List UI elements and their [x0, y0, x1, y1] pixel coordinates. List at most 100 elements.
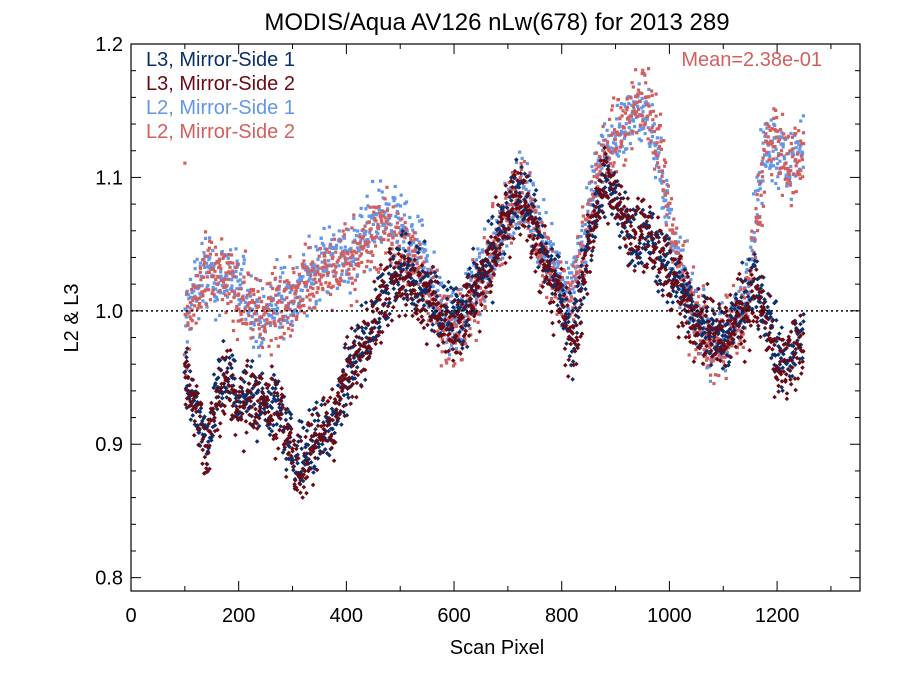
point: [450, 325, 455, 331]
point: [323, 261, 327, 265]
point: [367, 351, 373, 356]
point: [460, 325, 465, 331]
point: [490, 300, 495, 305]
point: [508, 186, 513, 190]
point: [569, 276, 574, 280]
point: [458, 351, 463, 356]
point: [195, 257, 199, 261]
point: [248, 395, 253, 400]
point: [245, 322, 249, 326]
point: [202, 414, 207, 419]
point: [612, 96, 616, 100]
point: [297, 281, 302, 285]
point: [344, 262, 348, 266]
point: [193, 267, 197, 271]
point: [474, 262, 479, 267]
point: [471, 293, 477, 298]
point: [301, 275, 305, 279]
point: [787, 363, 793, 369]
point: [311, 267, 316, 271]
point: [635, 131, 639, 135]
point: [224, 395, 230, 400]
point: [617, 233, 623, 239]
point: [278, 411, 284, 417]
point: [693, 356, 697, 360]
point: [425, 273, 431, 279]
point: [511, 203, 515, 207]
point: [270, 399, 275, 405]
point: [586, 209, 590, 213]
point: [650, 103, 654, 107]
point: [677, 264, 681, 268]
point: [698, 343, 704, 349]
point: [274, 391, 280, 396]
point: [586, 202, 590, 206]
point: [359, 354, 365, 359]
point: [722, 337, 728, 343]
point: [379, 238, 383, 242]
point: [622, 189, 628, 195]
point: [296, 311, 300, 315]
point: [367, 214, 371, 218]
point: [279, 386, 285, 391]
point: [383, 287, 389, 293]
point: [239, 389, 245, 395]
point: [580, 240, 584, 244]
point: [366, 244, 370, 249]
point: [224, 369, 230, 375]
point: [284, 467, 289, 473]
point: [237, 404, 243, 410]
point: [604, 155, 609, 161]
point: [528, 196, 532, 200]
point: [441, 296, 445, 300]
point: [228, 277, 232, 282]
point: [601, 124, 605, 129]
point: [619, 142, 623, 146]
point: [250, 358, 255, 364]
point: [403, 231, 409, 237]
point: [335, 260, 339, 264]
point: [788, 181, 793, 185]
point: [270, 271, 274, 276]
point: [407, 249, 411, 253]
point: [735, 346, 740, 350]
point: [619, 129, 624, 134]
point: [279, 310, 283, 314]
point: [683, 240, 687, 244]
point: [259, 300, 264, 304]
point: [399, 269, 404, 275]
point: [188, 277, 193, 281]
point: [575, 272, 579, 276]
point: [488, 252, 492, 256]
point: [801, 152, 805, 156]
point: [767, 152, 771, 156]
point: [475, 296, 479, 300]
point: [576, 241, 580, 246]
point: [311, 470, 316, 475]
point: [556, 254, 562, 259]
point: [189, 392, 194, 398]
point: [767, 124, 771, 129]
point: [202, 251, 206, 255]
point: [764, 164, 768, 168]
point: [574, 298, 580, 304]
point: [555, 312, 559, 316]
point: [542, 231, 547, 235]
point: [328, 418, 333, 423]
point: [777, 366, 782, 372]
point: [394, 271, 399, 277]
point: [781, 142, 785, 146]
point: [645, 103, 649, 107]
point: [445, 326, 450, 332]
point: [407, 240, 412, 246]
point: [618, 122, 622, 126]
point: [212, 274, 216, 278]
point: [569, 295, 573, 299]
point: [263, 318, 267, 322]
point: [571, 301, 577, 306]
point: [456, 297, 461, 303]
point: [229, 253, 234, 257]
point: [623, 130, 627, 134]
point: [290, 464, 296, 470]
point: [397, 263, 401, 267]
